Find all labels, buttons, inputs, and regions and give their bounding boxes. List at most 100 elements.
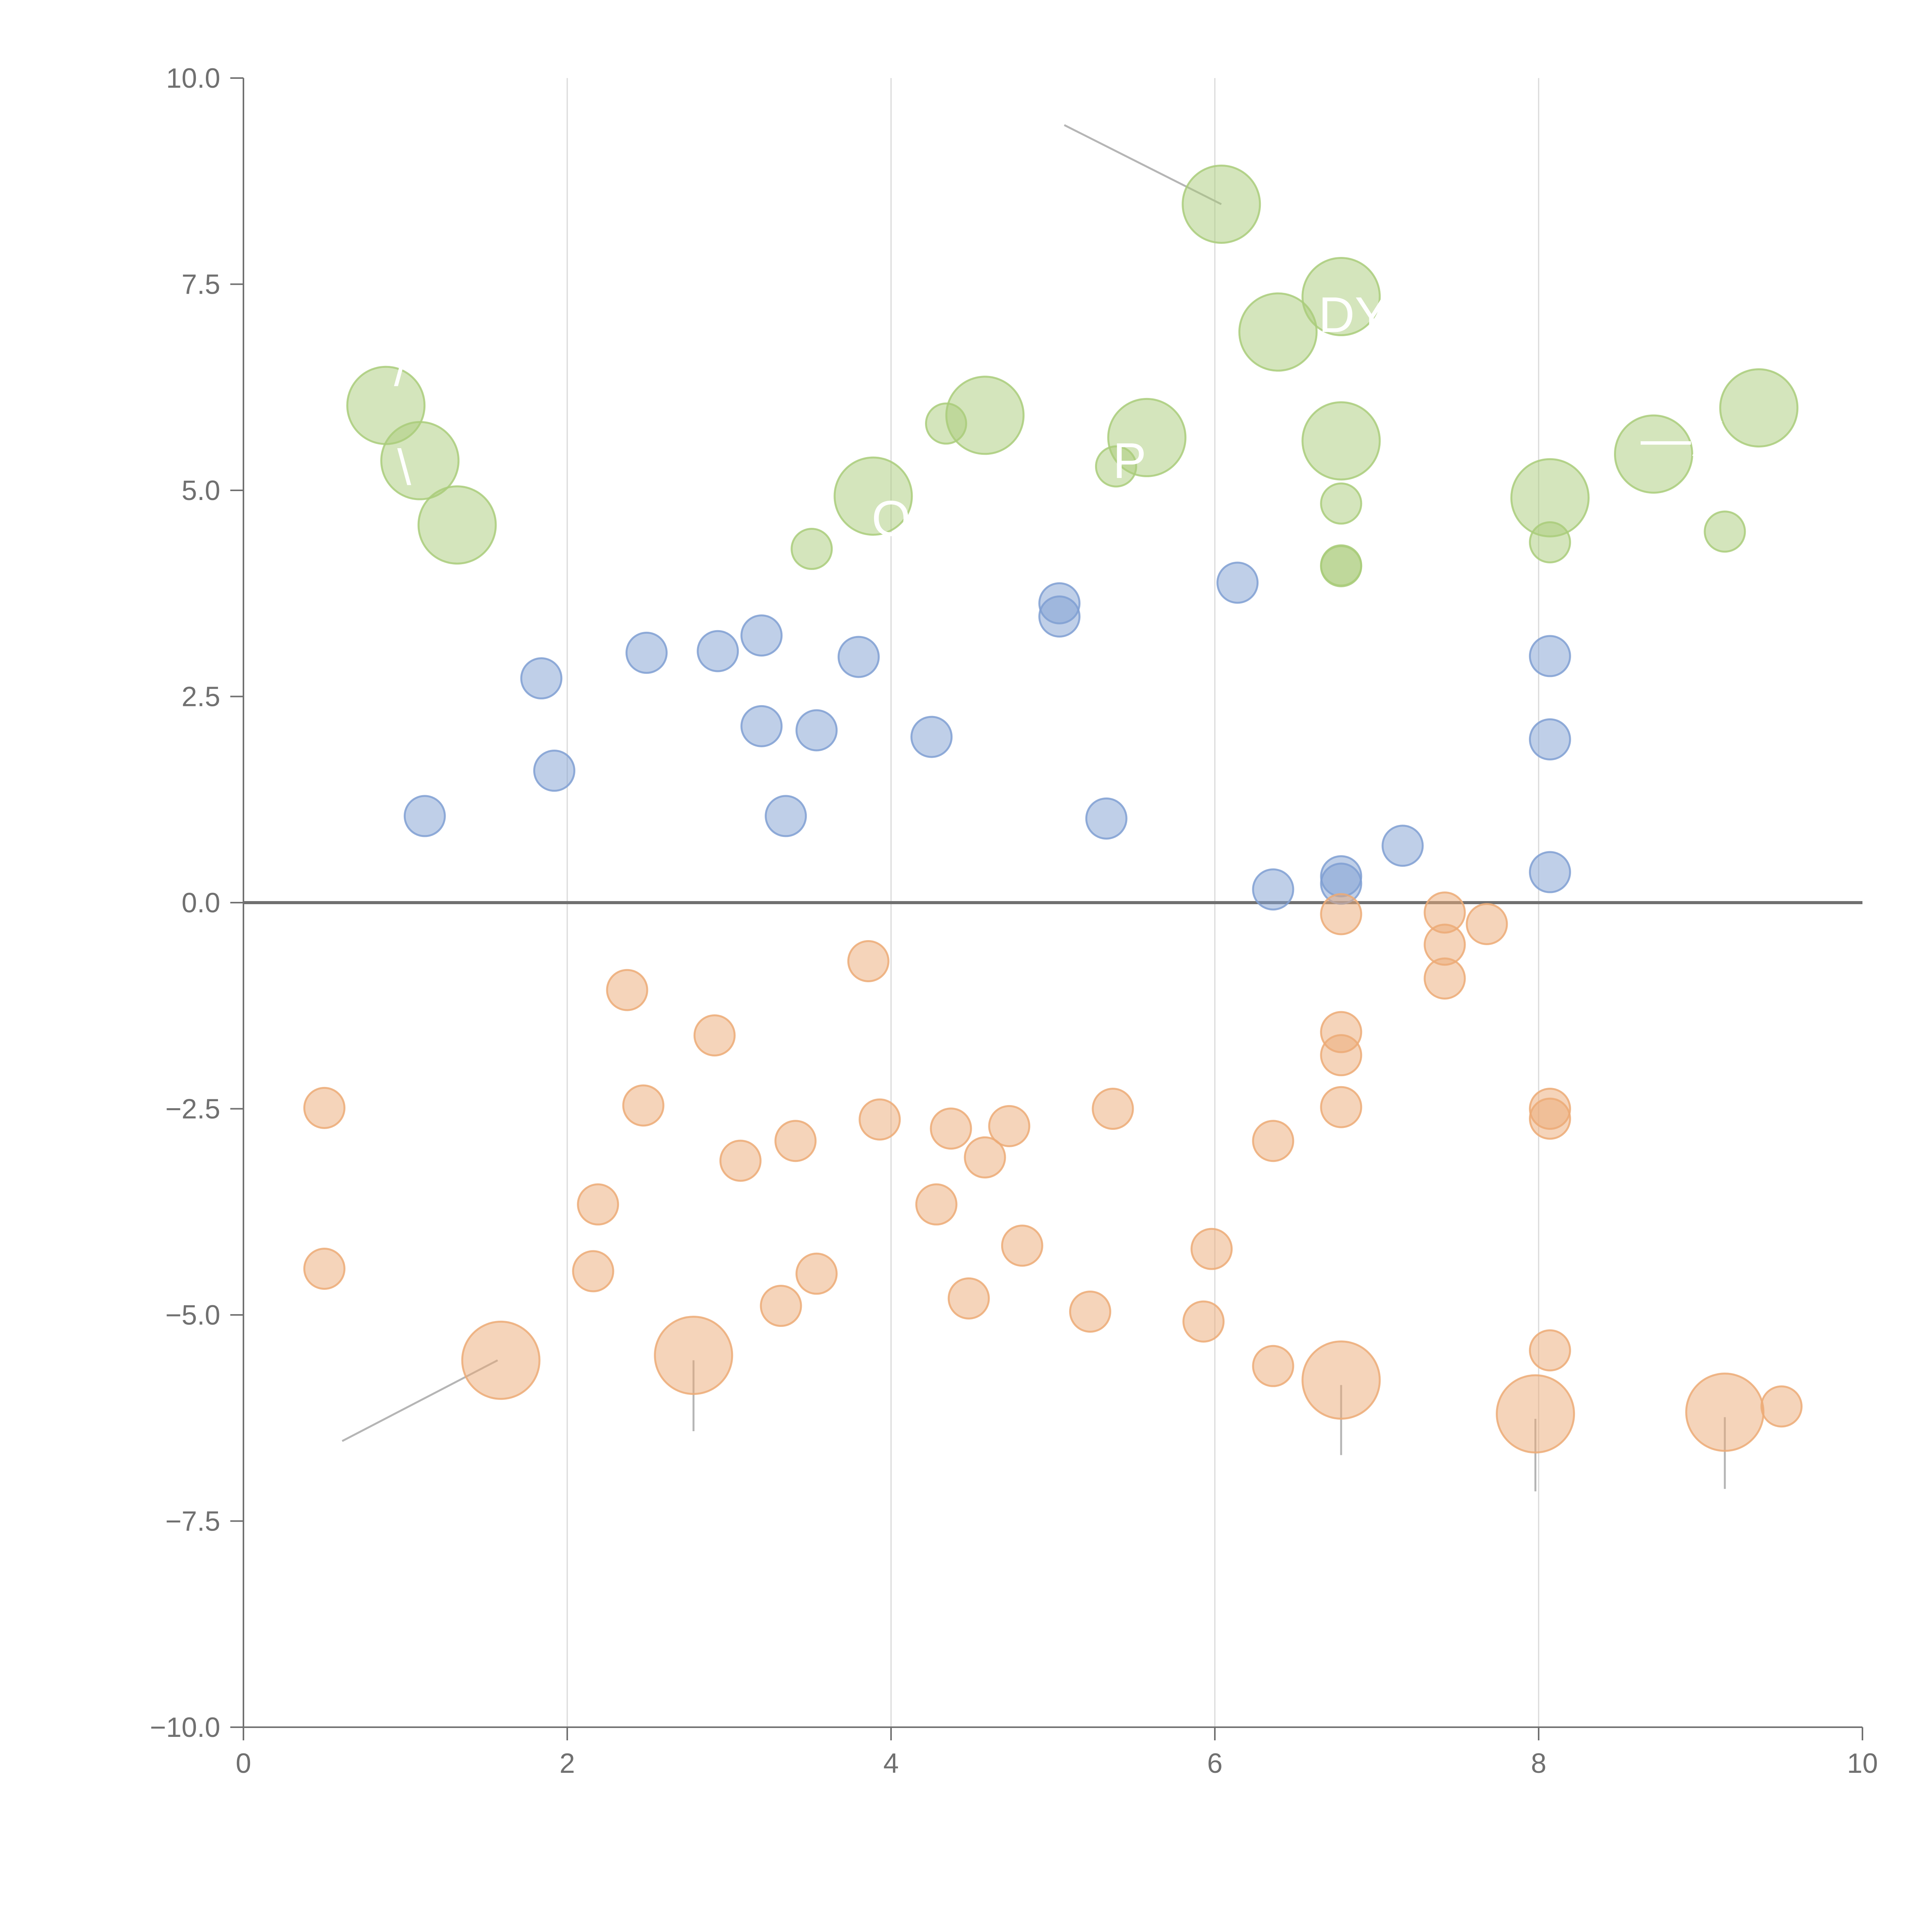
y-tick-label: 10.0 (166, 63, 220, 94)
y-tick-label: −5.0 (165, 1300, 220, 1331)
data-point-orange (693, 1014, 736, 1057)
x-tick-label: 6 (1207, 1748, 1223, 1779)
data-point-orange (1320, 1086, 1362, 1128)
data-point-blue (520, 657, 563, 700)
x-tick-label: 8 (1531, 1748, 1546, 1779)
data-point-orange (1320, 893, 1362, 935)
data-point-orange (606, 969, 648, 1011)
data-point-green (1320, 482, 1362, 525)
y-tick-label: 0.0 (182, 888, 220, 918)
point-label: \ (397, 439, 412, 495)
data-point-green (1320, 545, 1362, 587)
data-point-orange (760, 1285, 802, 1327)
data-point-orange (859, 1098, 901, 1141)
data-point-blue (795, 709, 838, 752)
data-point-orange (774, 1120, 817, 1162)
data-point-orange (622, 1084, 665, 1127)
data-point-orange (1320, 1034, 1362, 1077)
y-tick-label: 5.0 (182, 475, 220, 506)
data-point-green (833, 456, 913, 536)
data-point-green (1238, 292, 1318, 372)
data-point-green (380, 421, 460, 500)
data-point-green (417, 485, 497, 565)
data-point-orange (1423, 957, 1466, 1000)
y-tick-label: 2.5 (182, 682, 220, 713)
x-tick-label: 2 (560, 1748, 575, 1779)
data-point-green (1301, 257, 1381, 337)
data-point-blue (1216, 561, 1259, 604)
data-point-blue (765, 795, 807, 837)
y-tick-label: −2.5 (165, 1094, 220, 1125)
data-point-blue (1085, 797, 1128, 840)
data-point-green (1704, 510, 1746, 553)
data-point-blue (910, 716, 953, 758)
data-point-blue (533, 750, 575, 792)
data-point-orange (795, 1252, 838, 1295)
data-point-orange (719, 1139, 762, 1182)
data-point-orange (572, 1250, 614, 1293)
data-point-blue (740, 705, 783, 747)
point-label: O (872, 490, 911, 546)
x-ticks: 0 2 4 6 8 10 (236, 1727, 1878, 1779)
data-point-orange (1529, 1329, 1571, 1372)
data-point-blue (1381, 825, 1424, 867)
x-tick-label: 0 (236, 1748, 251, 1779)
data-point-orange (1190, 1228, 1233, 1270)
data-point-orange (303, 1087, 345, 1129)
data-point-orange (988, 1105, 1031, 1147)
data-point-orange (1529, 1097, 1571, 1140)
x-tick-label: 4 (883, 1748, 899, 1779)
point-label: DYDX (1318, 286, 1458, 343)
data-point-green (1301, 401, 1381, 481)
data-point-orange (1496, 1374, 1575, 1454)
data-point-orange (1466, 903, 1508, 945)
data-point-orange (1760, 1385, 1803, 1428)
y-ticks: −10.0 −7.5 −5.0 −2.5 0.0 2.5 5.0 7.5 10.0 (150, 63, 243, 1743)
data-point-orange (654, 1316, 733, 1395)
data-point-blue (1038, 595, 1081, 638)
data-point-blue (1529, 718, 1571, 760)
data-point-green (1182, 165, 1261, 244)
data-point-orange (947, 1277, 990, 1320)
data-point-green (1719, 368, 1799, 448)
data-point-orange (915, 1183, 957, 1226)
data-point-blue (625, 631, 668, 674)
data-point-orange (1182, 1300, 1225, 1343)
data-point-blue (1252, 868, 1294, 911)
data-point-orange (1092, 1088, 1134, 1130)
y-tick-label: −10.0 (150, 1712, 220, 1743)
data-point-blue (1529, 851, 1571, 893)
x-tick-label: 10 (1847, 1748, 1878, 1779)
data-point-green (791, 528, 833, 570)
data-point-orange (1252, 1120, 1294, 1162)
data-point-blue (837, 636, 880, 678)
point-label: C (478, 455, 515, 511)
point-label: —X (1641, 410, 1725, 466)
data-point-blue (1529, 635, 1571, 677)
y-tick-label: −7.5 (165, 1506, 220, 1537)
data-point-green (945, 376, 1025, 455)
data-point-orange (1001, 1225, 1043, 1267)
point-label: P (1113, 432, 1146, 489)
data-point-orange (1301, 1340, 1381, 1420)
data-point-green (1614, 414, 1693, 494)
data-point-orange (1069, 1290, 1111, 1333)
data-point-orange (847, 940, 889, 983)
point-label: / (394, 340, 408, 396)
data-point-orange (1252, 1345, 1294, 1387)
data-point-green (1529, 521, 1571, 563)
data-point-orange (1685, 1372, 1765, 1452)
data-point-orange (461, 1320, 541, 1400)
data-point-orange (577, 1183, 619, 1226)
data-point-green (1095, 445, 1137, 488)
data-point-blue (697, 630, 739, 672)
data-point-orange (303, 1247, 345, 1290)
data-points (303, 165, 1803, 1454)
y-tick-label: 7.5 (182, 269, 220, 300)
point-labels: / \ C O P DYDX —X (394, 286, 1725, 546)
data-point-orange (964, 1136, 1006, 1179)
data-point-orange (930, 1107, 972, 1150)
data-point-blue (403, 795, 446, 837)
